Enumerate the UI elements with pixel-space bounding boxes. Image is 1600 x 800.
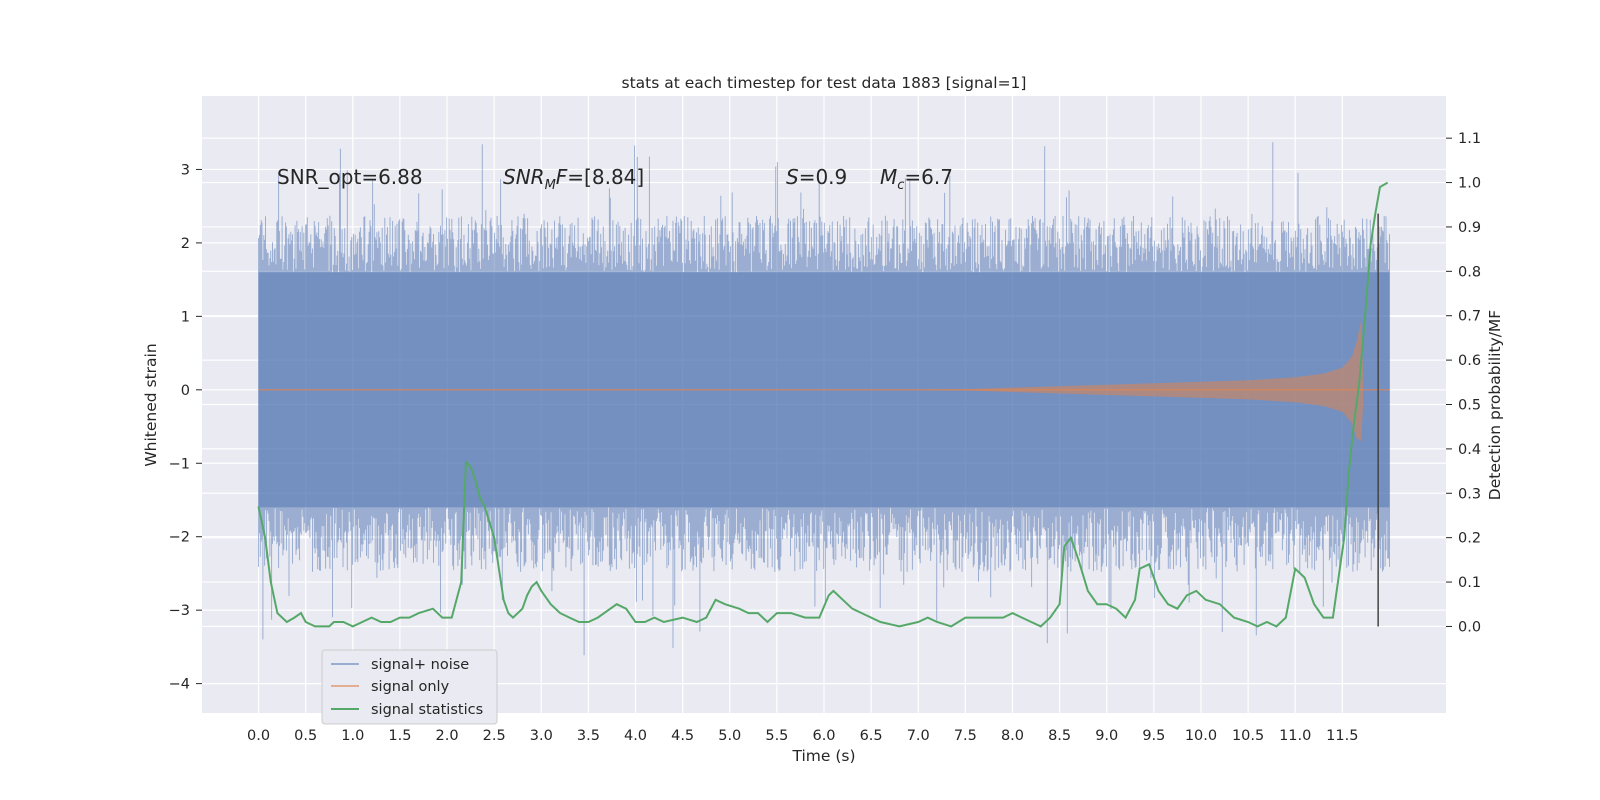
y-right-axis-label: Detection probability/MF	[1486, 310, 1504, 501]
y-right-tick-label: 0.8	[1458, 264, 1481, 280]
annotation-s: S=0.9	[786, 165, 847, 189]
y-left-tick-label: −3	[169, 603, 190, 619]
y-left-tick-label: −1	[169, 456, 190, 472]
y-left-tick-label: 0	[181, 383, 190, 399]
x-tick-label: 8.0	[1001, 728, 1024, 744]
x-tick-label: 8.5	[1048, 728, 1071, 744]
signal-statistics-series	[257, 181, 1389, 628]
annotation-snr-opt: SNR_opt=6.88	[277, 165, 423, 189]
y-right-tick-label: 1.1	[1458, 131, 1481, 147]
x-tick-label: 6.5	[860, 728, 883, 744]
y-right-tick-label: 0.3	[1458, 486, 1481, 502]
y-left-tick-label: 2	[181, 236, 190, 252]
legend-label-noise: signal+ noise	[371, 657, 469, 673]
y-left-tick-label: 1	[181, 309, 190, 325]
y-left-tick-label: 3	[181, 162, 190, 178]
x-tick-label: 4.5	[671, 728, 694, 744]
x-tick-label: 1.0	[341, 728, 364, 744]
chart-title: stats at each timestep for test data 188…	[622, 74, 1027, 92]
x-tick-label: 4.0	[624, 728, 647, 744]
x-tick-label: 5.0	[718, 728, 741, 744]
y-right-tick-label: 0.6	[1458, 353, 1481, 369]
y-left-tick-label: −2	[169, 530, 190, 546]
y-left-axis-label: Whitened strain	[142, 343, 160, 466]
x-tick-label: 11.5	[1326, 728, 1358, 744]
x-tick-label: 10.0	[1185, 728, 1217, 744]
x-tick-label: 3.5	[577, 728, 600, 744]
legend-label-stats: signal statistics	[371, 702, 483, 718]
y-left-tick-label: −4	[169, 677, 190, 693]
x-tick-label: 10.5	[1232, 728, 1264, 744]
legend-box	[321, 649, 498, 725]
x-tick-label: 0.0	[247, 728, 270, 744]
legend: signal+ noise signal only signal statist…	[321, 649, 498, 725]
annotation-mc: Mc=6.7	[880, 165, 953, 193]
x-tick-label: 1.5	[388, 728, 411, 744]
statistics-line	[257, 181, 1389, 628]
y-right-tick-label: 0.5	[1458, 398, 1481, 414]
annotation-snr-mf: SNRMF=[8.84]	[503, 165, 644, 193]
x-tick-label: 2.5	[483, 728, 506, 744]
y-right-tick-label: 1.0	[1458, 176, 1481, 192]
x-tick-label: 3.0	[530, 728, 553, 744]
y-right-tick-label: 0.1	[1458, 575, 1481, 591]
x-tick-labels: 0.0 0.5 1.0 1.5 2.0 2.5 3.0 3.5 4.0 4.5 5.0 5.5 6.0 6…	[247, 728, 1358, 744]
x-tick-label: 2.0	[435, 728, 458, 744]
y-right-tick-labels: 0.0 0.1 0.2 0.3 0.4 0.5 0.6 0.7 0.8 0.9 1.0 1.1	[1446, 131, 1481, 635]
x-tick-label: 9.0	[1095, 728, 1118, 744]
y-right-tick-label: 0.0	[1458, 619, 1481, 635]
y-right-tick-label: 0.4	[1458, 442, 1481, 458]
x-tick-label: 9.5	[1142, 728, 1165, 744]
y-right-tick-label: 0.2	[1458, 531, 1481, 547]
x-tick-label: 7.5	[954, 728, 977, 744]
legend-label-signal: signal only	[371, 679, 450, 695]
x-tick-label: 11.0	[1279, 728, 1311, 744]
y-right-tick-label: 0.9	[1458, 220, 1481, 236]
x-tick-label: 6.0	[812, 728, 835, 744]
x-tick-label: 7.0	[907, 728, 930, 744]
x-tick-label: 0.5	[294, 728, 317, 744]
y-right-tick-label: 0.7	[1458, 309, 1481, 325]
x-tick-label: 5.5	[765, 728, 788, 744]
signal-only-series	[258, 320, 1390, 442]
x-axis-label: Time (s)	[791, 747, 855, 765]
y-left-tick-labels: −4 −3 −2 −1 0 1 2 3	[169, 162, 202, 693]
